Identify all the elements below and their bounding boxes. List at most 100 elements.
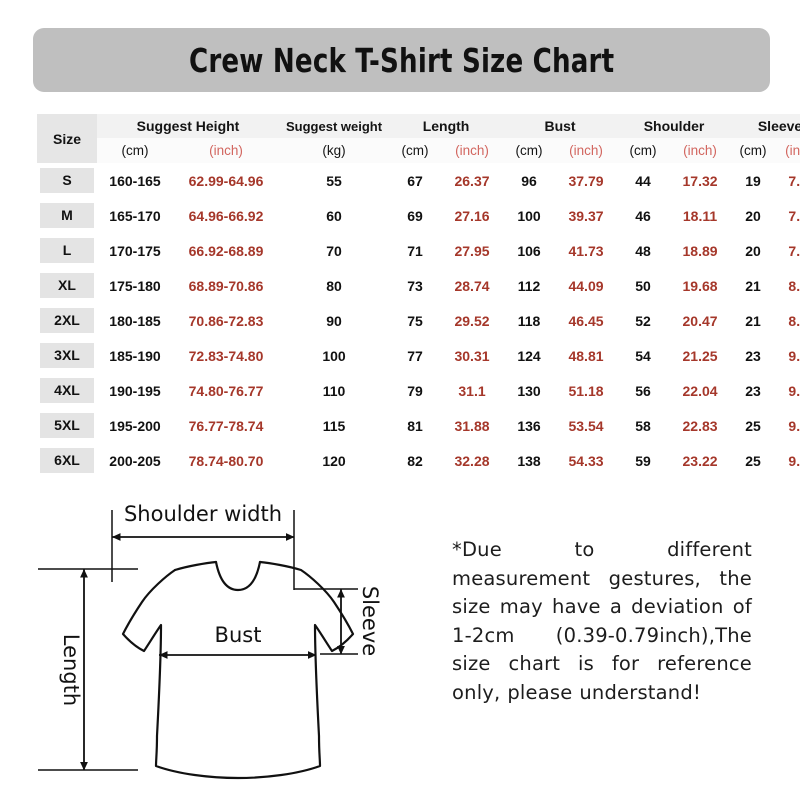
table-cell-height-inch: 72.83-74.80 bbox=[173, 338, 280, 373]
table-cell-shoulder-inch: 19.68 bbox=[669, 268, 732, 303]
table-cell-sleeve-cm: 25 bbox=[731, 408, 776, 443]
size-label: 6XL bbox=[40, 448, 94, 473]
table-cell-sleeve-inch: 7.48 bbox=[775, 163, 800, 198]
table-cell-bust-cm: 130 bbox=[503, 373, 556, 408]
table-cell-bust-cm: 106 bbox=[503, 233, 556, 268]
table-cell-height-cm: 185-190 bbox=[97, 338, 173, 373]
table-cell-shoulder-cm: 44 bbox=[617, 163, 670, 198]
table-row: 4XL 190-195 74.80-76.77 110 79 31.1 130 51.18 56… bbox=[37, 373, 800, 408]
tshirt-measurement-diagram: Shoulder width Length Bust Sleeve bbox=[38, 498, 438, 794]
table-cell-bust-inch: 53.54 bbox=[555, 408, 618, 443]
size-label: S bbox=[40, 168, 94, 193]
table-cell-length-inch: 26.37 bbox=[441, 163, 504, 198]
table-cell-sleeve-inch: 9.84 bbox=[775, 443, 800, 478]
column-header-length: Length bbox=[389, 114, 504, 138]
table-cell-shoulder-inch: 22.83 bbox=[669, 408, 732, 443]
table-cell-sleeve-inch: 9.05 bbox=[775, 373, 800, 408]
table-cell-weight-kg: 120 bbox=[279, 443, 390, 478]
unit-header-sleeve-cm: (cm) bbox=[731, 138, 776, 163]
table-cell-length-cm: 73 bbox=[389, 268, 442, 303]
table-cell-length-inch: 30.31 bbox=[441, 338, 504, 373]
unit-header-sleeve-inch: (inch) bbox=[775, 138, 800, 163]
table-cell-shoulder-inch: 18.11 bbox=[669, 198, 732, 233]
table-row: 2XL 180-185 70.86-72.83 90 75 29.52 118 46.45 52… bbox=[37, 303, 800, 338]
table-cell-height-cm: 200-205 bbox=[97, 443, 173, 478]
table-cell-bust-cm: 118 bbox=[503, 303, 556, 338]
table-row: M 165-170 64.96-66.92 60 69 27.16 100 39.37 46 18… bbox=[37, 198, 800, 233]
table-cell-sleeve-inch: 7.87 bbox=[775, 198, 800, 233]
table-cell-height-cm: 175-180 bbox=[97, 268, 173, 303]
table-cell-height-cm: 165-170 bbox=[97, 198, 173, 233]
table-cell-bust-cm: 138 bbox=[503, 443, 556, 478]
table-cell-bust-inch: 37.79 bbox=[555, 163, 618, 198]
table-cell-bust-inch: 41.73 bbox=[555, 233, 618, 268]
table-cell-shoulder-cm: 52 bbox=[617, 303, 670, 338]
table-cell-length-cm: 75 bbox=[389, 303, 442, 338]
size-label: M bbox=[40, 203, 94, 228]
table-cell-bust-inch: 39.37 bbox=[555, 198, 618, 233]
table-cell-weight-kg: 90 bbox=[279, 303, 390, 338]
tshirt-outline-icon bbox=[121, 560, 355, 780]
table-cell-height-inch: 74.80-76.77 bbox=[173, 373, 280, 408]
table-cell-height-cm: 190-195 bbox=[97, 373, 173, 408]
table-cell-length-cm: 79 bbox=[389, 373, 442, 408]
table-cell-height-cm: 160-165 bbox=[97, 163, 173, 198]
unit-header-shoulder-inch: (inch) bbox=[669, 138, 732, 163]
table-cell-sleeve-cm: 25 bbox=[731, 443, 776, 478]
table-cell-size: S bbox=[37, 163, 97, 198]
table-cell-bust-cm: 124 bbox=[503, 338, 556, 373]
size-label: 5XL bbox=[40, 413, 94, 438]
table-cell-sleeve-inch: 8.26 bbox=[775, 268, 800, 303]
table-cell-sleeve-cm: 19 bbox=[731, 163, 776, 198]
table-cell-height-inch: 66.92-68.89 bbox=[173, 233, 280, 268]
diagram-label-bust: Bust bbox=[215, 623, 262, 647]
table-cell-length-cm: 69 bbox=[389, 198, 442, 233]
column-header-suggest-weight: Suggest weight bbox=[279, 114, 390, 138]
column-header-sleeve: Sleeve bbox=[731, 114, 800, 138]
table-cell-height-cm: 180-185 bbox=[97, 303, 173, 338]
table-cell-size: M bbox=[37, 198, 97, 233]
unit-header-length-inch: (inch) bbox=[441, 138, 504, 163]
table-cell-shoulder-cm: 50 bbox=[617, 268, 670, 303]
table-cell-length-inch: 31.88 bbox=[441, 408, 504, 443]
table-cell-weight-kg: 110 bbox=[279, 373, 390, 408]
table-cell-sleeve-cm: 21 bbox=[731, 268, 776, 303]
unit-header-height-cm: (cm) bbox=[97, 138, 173, 163]
table-cell-length-inch: 28.74 bbox=[441, 268, 504, 303]
unit-header-bust-cm: (cm) bbox=[503, 138, 556, 163]
size-chart-table-container: Size Suggest Height Suggest weight Lengt… bbox=[37, 114, 800, 478]
size-chart-table: Size Suggest Height Suggest weight Lengt… bbox=[37, 114, 800, 478]
table-cell-weight-kg: 80 bbox=[279, 268, 390, 303]
table-cell-weight-kg: 115 bbox=[279, 408, 390, 443]
table-cell-bust-inch: 51.18 bbox=[555, 373, 618, 408]
table-cell-sleeve-inch: 9.05 bbox=[775, 338, 800, 373]
table-cell-weight-kg: 100 bbox=[279, 338, 390, 373]
table-cell-sleeve-cm: 20 bbox=[731, 233, 776, 268]
table-cell-shoulder-inch: 22.04 bbox=[669, 373, 732, 408]
table-cell-length-cm: 82 bbox=[389, 443, 442, 478]
table-cell-shoulder-inch: 23.22 bbox=[669, 443, 732, 478]
table-cell-shoulder-cm: 58 bbox=[617, 408, 670, 443]
table-cell-size: 6XL bbox=[37, 443, 97, 478]
title-banner: Crew Neck T-Shirt Size Chart bbox=[33, 28, 770, 92]
column-header-size: Size bbox=[37, 114, 97, 163]
table-cell-shoulder-inch: 20.47 bbox=[669, 303, 732, 338]
table-cell-height-inch: 68.89-70.86 bbox=[173, 268, 280, 303]
table-cell-length-cm: 77 bbox=[389, 338, 442, 373]
column-header-suggest-height: Suggest Height bbox=[97, 114, 280, 138]
table-cell-size: 3XL bbox=[37, 338, 97, 373]
table-cell-length-cm: 81 bbox=[389, 408, 442, 443]
table-cell-sleeve-cm: 21 bbox=[731, 303, 776, 338]
table-cell-sleeve-cm: 20 bbox=[731, 198, 776, 233]
size-label: XL bbox=[40, 273, 94, 298]
table-cell-size: L bbox=[37, 233, 97, 268]
unit-header-weight-kg: (kg) bbox=[279, 138, 390, 163]
table-cell-length-cm: 71 bbox=[389, 233, 442, 268]
table-cell-shoulder-cm: 56 bbox=[617, 373, 670, 408]
table-cell-shoulder-cm: 59 bbox=[617, 443, 670, 478]
table-cell-height-cm: 170-175 bbox=[97, 233, 173, 268]
table-cell-height-inch: 62.99-64.96 bbox=[173, 163, 280, 198]
table-cell-size: 4XL bbox=[37, 373, 97, 408]
table-cell-bust-cm: 112 bbox=[503, 268, 556, 303]
table-cell-bust-cm: 136 bbox=[503, 408, 556, 443]
